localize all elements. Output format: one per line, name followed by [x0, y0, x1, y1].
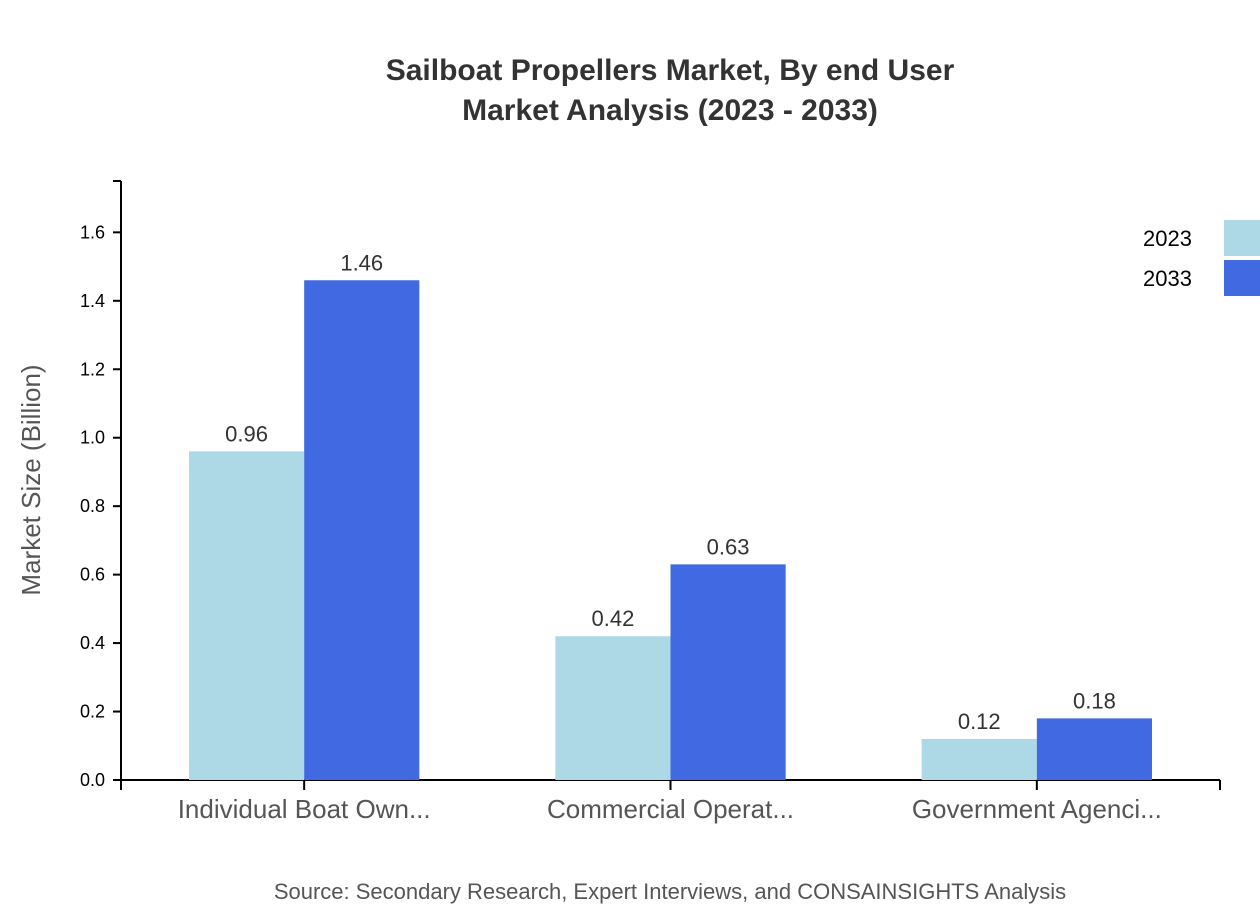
- bar-2023: [555, 636, 671, 780]
- y-tick-label: 1.2: [80, 359, 105, 379]
- bar-2033: [1036, 718, 1152, 780]
- legend-label: 2033: [1143, 266, 1192, 291]
- x-tick-label: Government Agenci...: [912, 794, 1162, 824]
- chart-title-line-1: Sailboat Propellers Market, By end User: [386, 54, 955, 87]
- bar-2023: [921, 738, 1037, 780]
- bar-2033: [670, 564, 786, 780]
- bar-2023: [189, 451, 305, 780]
- x-axis: Individual Boat Own... Commercial Operat.…: [120, 779, 1221, 824]
- y-tick-label: 1.4: [80, 291, 105, 311]
- data-label: 0.12: [958, 709, 1001, 734]
- y-tick-label: 0.0: [80, 770, 105, 790]
- y-tick-label: 0.4: [80, 633, 105, 653]
- data-label: 1.46: [340, 250, 383, 275]
- legend-swatch-2023: [1224, 220, 1260, 256]
- bars: 0.96 1.46 0.42 0.63 0.12 0.18: [189, 250, 1152, 780]
- x-tick-label: Individual Boat Own...: [178, 794, 431, 824]
- y-tick-label: 0.6: [80, 565, 105, 585]
- data-label: 0.96: [225, 421, 268, 446]
- data-label: 0.63: [707, 534, 750, 559]
- y-tick-label: 1.0: [80, 428, 105, 448]
- bar-2033: [304, 280, 420, 780]
- data-label: 0.18: [1073, 688, 1116, 713]
- data-label: 0.42: [592, 606, 635, 631]
- y-tick-label: 1.6: [80, 222, 105, 242]
- source-note: Source: Secondary Research, Expert Inter…: [274, 879, 1066, 904]
- legend-swatch-2033: [1224, 260, 1260, 296]
- legend-label: 2023: [1143, 226, 1192, 251]
- y-axis-label: Market Size (Billion): [16, 364, 46, 595]
- y-axis: 0.0 0.2 0.4 0.6 0.8 1.0 1.2 1.4 1.6: [80, 180, 122, 790]
- y-tick-label: 0.8: [80, 496, 105, 516]
- x-tick-label: Commercial Operat...: [547, 794, 794, 824]
- legend: 2023 2033: [1143, 220, 1260, 296]
- chart-title-line-2: Market Analysis (2023 - 2033): [462, 94, 878, 127]
- y-tick-label: 0.2: [80, 702, 105, 722]
